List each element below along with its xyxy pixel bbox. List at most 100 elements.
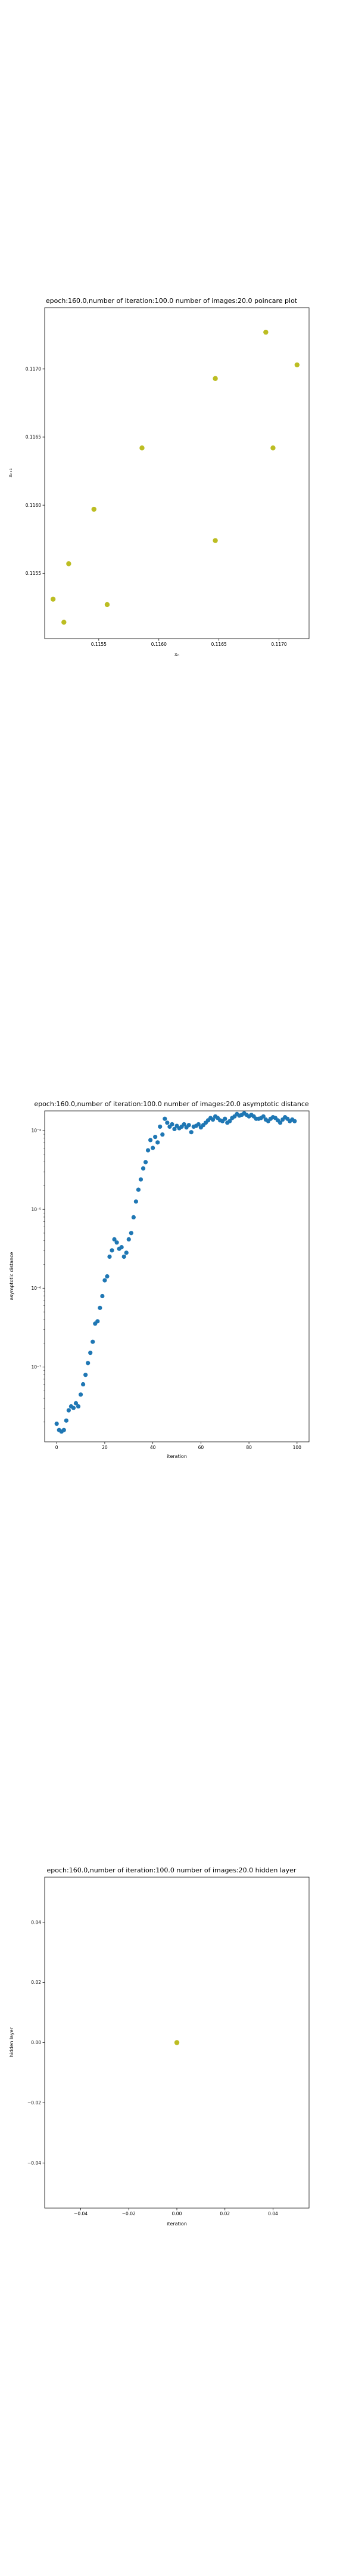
data-point bbox=[261, 1114, 266, 1119]
data-point bbox=[158, 1124, 163, 1129]
data-point bbox=[223, 1116, 227, 1121]
data-point bbox=[139, 445, 145, 451]
data-point bbox=[66, 561, 71, 566]
x-axis: −0.04 −0.02 0.00 0.02 0.04 bbox=[74, 2208, 278, 2216]
data-point bbox=[131, 1215, 136, 1219]
x-tick-label: 20 bbox=[102, 1445, 108, 1450]
data-point bbox=[95, 1319, 100, 1324]
data-point bbox=[213, 538, 218, 543]
data-point bbox=[102, 1278, 107, 1283]
poincare-plot-chart: epoch:160.0,number of iteration:100.0 nu… bbox=[8, 297, 310, 657]
data-point bbox=[76, 1404, 81, 1409]
data-point bbox=[88, 1351, 93, 1355]
x-tick-label: −0.02 bbox=[122, 2211, 136, 2216]
data-point bbox=[100, 1293, 105, 1299]
x-tick-label: 0.1160 bbox=[151, 642, 167, 647]
y-axis: −0.04 −0.02 0.00 0.02 0.04 bbox=[27, 1919, 45, 2166]
y-tick-label: 0.00 bbox=[31, 2040, 41, 2045]
data-point bbox=[104, 602, 110, 608]
x-tick-label: 80 bbox=[246, 1445, 252, 1450]
x-tick-label: 0.1155 bbox=[91, 642, 107, 647]
x-axis: 0.1155 0.1160 0.1165 0.1170 bbox=[91, 639, 287, 647]
data-point bbox=[54, 1422, 59, 1426]
x-tick-label: −0.04 bbox=[74, 2211, 88, 2216]
data-point bbox=[73, 1401, 79, 1405]
data-point bbox=[153, 1135, 158, 1140]
y-tick-label: 0.04 bbox=[31, 1919, 41, 1925]
y-tick-label: 0.1170 bbox=[26, 366, 41, 371]
data-point bbox=[126, 1237, 131, 1241]
chart-title: epoch:160.0,number of iteration:100.0 nu… bbox=[47, 1866, 297, 1874]
x-tick-label: 0.1165 bbox=[211, 642, 227, 647]
chart-title: epoch:160.0,number of iteration:100.0 nu… bbox=[46, 297, 298, 305]
y-tick-label: 0.1155 bbox=[26, 571, 41, 576]
data-point bbox=[174, 2040, 180, 2045]
data-point bbox=[138, 1177, 144, 1182]
data-point bbox=[124, 1250, 129, 1255]
x-tick-label: 0.02 bbox=[220, 2211, 230, 2216]
data-point bbox=[148, 1138, 153, 1143]
data-point bbox=[155, 1140, 160, 1145]
x-tick-label: 0.04 bbox=[268, 2211, 278, 2216]
data-point bbox=[263, 329, 269, 335]
x-tick-label: 0 bbox=[55, 1445, 58, 1450]
y-tick-label: 0.1160 bbox=[26, 503, 41, 508]
data-points bbox=[50, 329, 300, 625]
data-point bbox=[213, 376, 218, 381]
data-point bbox=[66, 1408, 71, 1413]
data-point bbox=[182, 1122, 186, 1127]
data-point bbox=[98, 1305, 102, 1310]
x-axis: 0 20 40 60 80 100 bbox=[55, 1442, 301, 1450]
y-tick-label: 10⁻⁷ bbox=[31, 1364, 41, 1370]
data-point bbox=[186, 1123, 191, 1128]
data-point bbox=[133, 1199, 138, 1204]
x-axis-label: iteration bbox=[167, 2221, 187, 2227]
data-point bbox=[91, 506, 96, 512]
data-point bbox=[107, 1254, 112, 1259]
data-point bbox=[189, 1130, 194, 1135]
data-point bbox=[143, 1160, 148, 1165]
x-tick-label: 0.00 bbox=[172, 2211, 182, 2216]
data-point bbox=[227, 1119, 232, 1123]
data-point bbox=[165, 1120, 170, 1125]
data-point bbox=[136, 1187, 141, 1192]
data-point bbox=[105, 1274, 110, 1279]
data-points bbox=[174, 2040, 180, 2045]
data-point bbox=[61, 1428, 66, 1432]
y-axis-label: xₙ₊₁ bbox=[8, 468, 13, 477]
data-point bbox=[119, 1245, 124, 1250]
data-point bbox=[91, 1339, 95, 1344]
data-point bbox=[270, 445, 276, 451]
data-point bbox=[64, 1418, 68, 1423]
data-point bbox=[80, 1382, 86, 1387]
x-axis-label: iteration bbox=[167, 1454, 187, 1459]
y-axis-label: hidden layer bbox=[9, 2027, 14, 2057]
data-point bbox=[83, 1373, 88, 1377]
chart-title: epoch:160.0,number of iteration:100.0 nu… bbox=[34, 1100, 309, 1108]
data-point bbox=[292, 1119, 297, 1123]
data-point bbox=[114, 1240, 119, 1245]
y-tick-label: 0.1165 bbox=[26, 435, 41, 440]
x-tick-label: 60 bbox=[198, 1445, 204, 1450]
data-point bbox=[163, 1116, 167, 1121]
y-tick-label: −0.04 bbox=[27, 2160, 41, 2166]
y-axis-label: asymptotic distance bbox=[9, 1252, 14, 1300]
data-point bbox=[151, 1145, 155, 1150]
y-tick-label: 10⁻⁵ bbox=[31, 1207, 41, 1212]
y-tick-label: −0.02 bbox=[27, 2100, 41, 2106]
data-points bbox=[54, 1111, 297, 1434]
plot-frame bbox=[44, 1110, 310, 1442]
data-point bbox=[141, 1166, 146, 1171]
y-axis: 0.1155 0.1160 0.1165 0.1170 bbox=[26, 366, 45, 576]
x-axis-label: xₙ bbox=[174, 652, 179, 657]
x-tick-label: 0.1170 bbox=[271, 642, 286, 647]
data-point bbox=[112, 1237, 117, 1241]
data-point bbox=[50, 596, 56, 602]
x-tick-label: 100 bbox=[293, 1445, 302, 1450]
plot-frame bbox=[44, 307, 310, 639]
data-point bbox=[121, 1254, 126, 1259]
data-point bbox=[61, 620, 67, 625]
data-point bbox=[129, 1231, 133, 1236]
data-point bbox=[71, 1405, 76, 1410]
data-point bbox=[145, 1148, 151, 1153]
